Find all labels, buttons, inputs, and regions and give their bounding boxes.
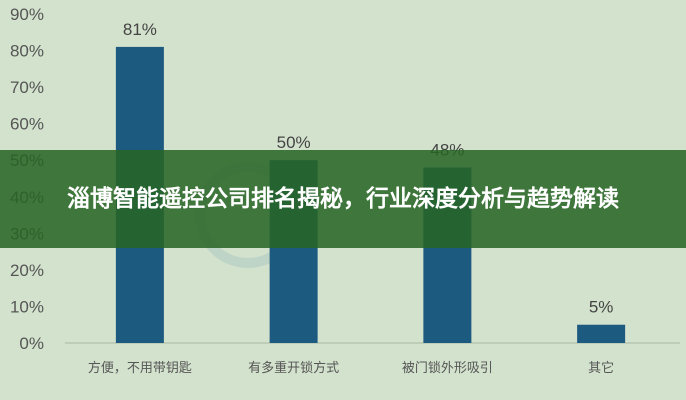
x-tick-label: 其它: [588, 360, 614, 376]
x-tick-label: 有多重开锁方式: [248, 360, 339, 376]
y-tick-label: 70%: [10, 78, 44, 97]
y-tick-label: 90%: [10, 5, 44, 24]
y-tick-label: 0%: [19, 334, 44, 353]
y-tick-label: 20%: [10, 261, 44, 280]
y-tick-label: 60%: [10, 115, 44, 134]
title-banner: 淄博智能遥控公司排名揭秘，行业深度分析与趋势解读: [0, 150, 686, 248]
banner-title: 淄博智能遥控公司排名揭秘，行业深度分析与趋势解读: [67, 186, 619, 212]
data-label: 50%: [277, 133, 311, 152]
x-tick-label: 方便，不用带钥匙: [88, 360, 192, 376]
x-tick-label: 被门锁外形吸引: [402, 360, 493, 376]
bar: [577, 324, 626, 343]
data-label: 81%: [123, 20, 157, 39]
y-tick-label: 10%: [10, 297, 44, 316]
data-label: 5%: [589, 298, 614, 317]
y-tick-label: 80%: [10, 42, 44, 61]
